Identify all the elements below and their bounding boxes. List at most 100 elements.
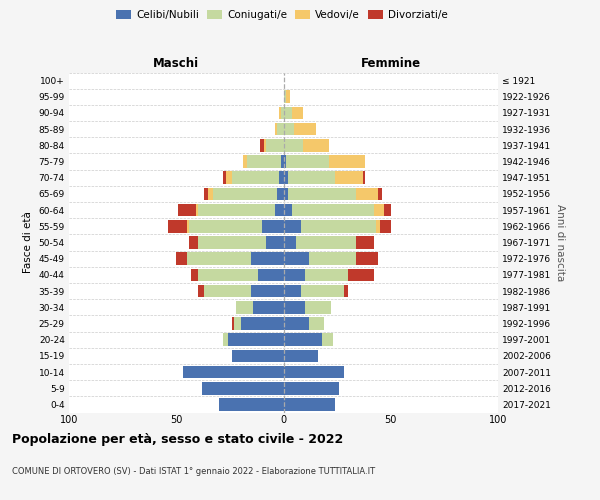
Bar (305, 301, 331, 314)
Bar (309, 317, 324, 330)
Bar (286, 155, 329, 168)
Bar (277, 188, 284, 200)
Bar (363, 172, 365, 184)
Bar (284, 398, 335, 410)
Bar (284, 236, 296, 249)
Legend: Celibi/Nubili, Coniugati/e, Vedovi/e, Divorziati/e: Celibi/Nubili, Coniugati/e, Vedovi/e, Di… (114, 8, 450, 22)
Bar (167, 220, 187, 232)
Bar (284, 155, 286, 168)
Bar (380, 220, 391, 232)
Text: COMUNE DI ORTOVERO (SV) - Dati ISTAT 1° gennaio 2022 - Elaborazione TUTTITALIA.I: COMUNE DI ORTOVERO (SV) - Dati ISTAT 1° … (12, 468, 375, 476)
Bar (232, 350, 284, 362)
Bar (356, 252, 378, 265)
Bar (305, 268, 348, 281)
Bar (277, 123, 284, 136)
Bar (232, 172, 279, 184)
Bar (251, 285, 284, 298)
Bar (191, 268, 198, 281)
Bar (208, 188, 213, 200)
Bar (284, 317, 309, 330)
Bar (385, 204, 391, 216)
Bar (176, 252, 187, 265)
Bar (286, 90, 290, 103)
Bar (223, 172, 226, 184)
Bar (232, 317, 234, 330)
Bar (266, 139, 284, 151)
Bar (284, 204, 292, 216)
Bar (226, 172, 232, 184)
Bar (284, 350, 318, 362)
Bar (262, 220, 284, 232)
Bar (284, 172, 288, 184)
Bar (309, 252, 356, 265)
Y-axis label: Fasce di età: Fasce di età (23, 212, 33, 274)
Bar (284, 366, 344, 378)
Bar (356, 188, 378, 200)
Bar (243, 155, 247, 168)
Bar (284, 139, 303, 151)
Bar (228, 334, 284, 346)
Bar (213, 188, 277, 200)
Bar (198, 268, 258, 281)
Bar (356, 236, 374, 249)
Bar (196, 204, 198, 216)
Bar (187, 220, 189, 232)
Bar (264, 139, 266, 151)
Bar (294, 123, 316, 136)
Bar (236, 301, 253, 314)
Bar (187, 252, 251, 265)
Bar (241, 317, 284, 330)
Text: Femmine: Femmine (361, 57, 421, 70)
Bar (301, 220, 376, 232)
Bar (219, 398, 284, 410)
Bar (275, 204, 284, 216)
Bar (204, 188, 208, 200)
Bar (284, 268, 305, 281)
Text: Maschi: Maschi (153, 57, 199, 70)
Bar (189, 220, 262, 232)
Bar (284, 334, 322, 346)
Bar (301, 285, 344, 298)
Bar (202, 382, 284, 394)
Bar (378, 188, 382, 200)
Bar (284, 285, 301, 298)
Bar (281, 106, 284, 120)
Bar (198, 285, 204, 298)
Bar (284, 188, 288, 200)
Bar (296, 236, 356, 249)
Bar (288, 172, 335, 184)
Bar (376, 220, 380, 232)
Bar (284, 382, 339, 394)
Bar (288, 188, 356, 200)
Bar (197, 236, 266, 249)
Bar (279, 106, 281, 120)
Bar (284, 90, 286, 103)
Bar (204, 285, 251, 298)
Bar (234, 317, 241, 330)
Bar (284, 106, 292, 120)
Bar (284, 220, 301, 232)
Bar (223, 334, 228, 346)
Bar (374, 204, 385, 216)
Bar (292, 106, 303, 120)
Bar (279, 172, 284, 184)
Bar (281, 155, 284, 168)
Bar (189, 236, 198, 249)
Bar (258, 268, 284, 281)
Bar (344, 285, 348, 298)
Bar (284, 301, 305, 314)
Bar (292, 204, 374, 216)
Bar (284, 123, 294, 136)
Bar (335, 172, 363, 184)
Bar (266, 236, 284, 249)
Bar (260, 139, 264, 151)
Y-axis label: Anni di nascita: Anni di nascita (556, 204, 565, 281)
Bar (251, 252, 284, 265)
Text: Popolazione per età, sesso e stato civile - 2022: Popolazione per età, sesso e stato civil… (12, 432, 343, 446)
Bar (247, 155, 281, 168)
Bar (303, 139, 329, 151)
Bar (198, 204, 275, 216)
Bar (322, 334, 333, 346)
Bar (329, 155, 365, 168)
Bar (275, 123, 277, 136)
